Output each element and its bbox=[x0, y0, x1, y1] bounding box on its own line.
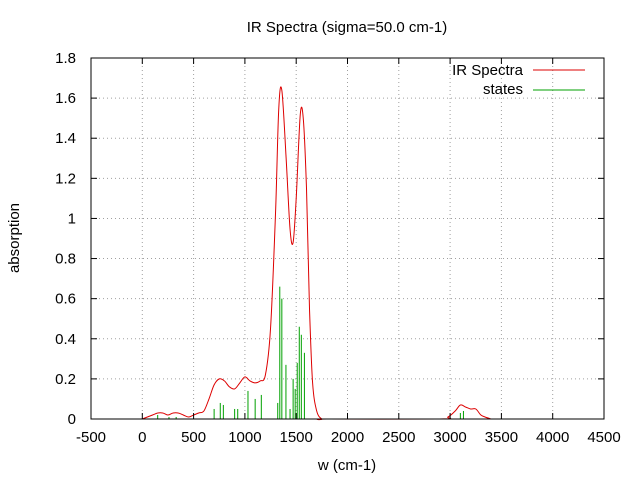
x-tick-label: -500 bbox=[76, 429, 106, 446]
y-tick-label: 0.6 bbox=[55, 291, 76, 308]
x-tick-label: 2000 bbox=[331, 429, 364, 446]
y-tick-label: 0.4 bbox=[55, 331, 76, 348]
y-axis-label: absorption bbox=[6, 203, 23, 273]
x-axis-tick-labels: -500 0 500 1000 1500 2000 2500 3000 3500 4000 4500 bbox=[76, 429, 621, 446]
legend: IR Spectra states bbox=[452, 62, 585, 98]
y-tick-label: 1.6 bbox=[55, 90, 76, 107]
y-tick-label: 1.8 bbox=[55, 50, 76, 67]
x-tick-label: 500 bbox=[181, 429, 206, 446]
chart-title: IR Spectra (sigma=50.0 cm-1) bbox=[247, 19, 448, 36]
axis-ticks bbox=[90, 57, 605, 420]
x-tick-label: 4500 bbox=[587, 429, 620, 446]
y-tick-label: 0 bbox=[68, 411, 76, 428]
x-tick-label: 3500 bbox=[485, 429, 518, 446]
x-tick-label: 3000 bbox=[433, 429, 466, 446]
y-axis-tick-labels: 0 0.2 0.4 0.6 0.8 1 1.2 1.4 1.6 1.8 bbox=[55, 50, 76, 428]
x-tick-label: 1000 bbox=[228, 429, 261, 446]
y-tick-label: 1.2 bbox=[55, 170, 76, 187]
legend-label-states: states bbox=[483, 81, 523, 98]
grid bbox=[91, 58, 604, 419]
y-tick-label: 0.2 bbox=[55, 371, 76, 388]
x-axis-label: w (cm-1) bbox=[317, 457, 376, 474]
x-tick-label: 4000 bbox=[536, 429, 569, 446]
x-tick-label: 1500 bbox=[280, 429, 313, 446]
y-tick-label: 1 bbox=[68, 210, 76, 227]
legend-label-ir-spectra: IR Spectra bbox=[452, 62, 524, 79]
states-series bbox=[157, 286, 464, 419]
ir-spectra-line bbox=[142, 86, 492, 421]
y-tick-label: 1.4 bbox=[55, 130, 76, 147]
x-tick-label: 2500 bbox=[382, 429, 415, 446]
x-tick-label: 0 bbox=[138, 429, 146, 446]
y-tick-label: 0.8 bbox=[55, 251, 76, 268]
